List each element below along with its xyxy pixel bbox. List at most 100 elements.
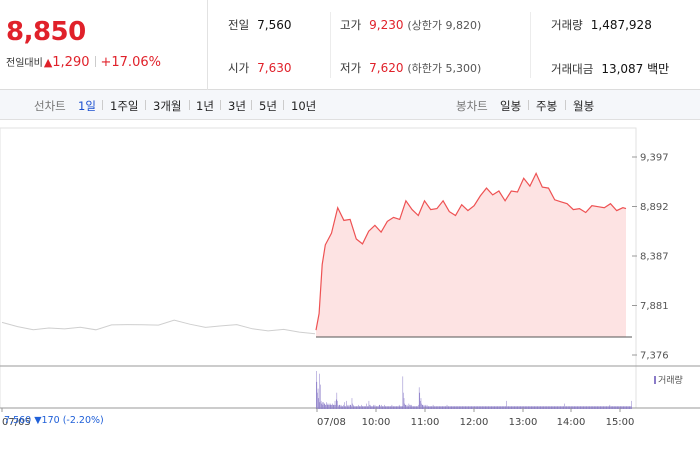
volume-bar (515, 406, 516, 409)
volume-bar (326, 403, 328, 409)
volume-bar (511, 406, 513, 409)
period-3y[interactable]: 3년 (228, 99, 246, 113)
volume-bar (486, 406, 487, 409)
period-3m[interactable]: 3개월 (153, 99, 182, 113)
volume-bar (352, 403, 353, 409)
volume-bar (343, 406, 345, 409)
period-5y[interactable]: 5년 (259, 99, 277, 113)
volume-bar (354, 406, 356, 409)
stat-value: 7,620 (369, 61, 404, 75)
volume-bar (435, 406, 437, 409)
volume-bar (405, 404, 407, 409)
volume-bar (411, 406, 413, 409)
volume-bar (422, 404, 424, 409)
volume-bar (512, 406, 513, 409)
period-1w[interactable]: 1주일 (110, 99, 139, 113)
volume-bar (495, 406, 497, 409)
volume-bar (608, 406, 609, 409)
chart-period-bar: 선차트 1일 1주일 3개월 1년 3년 5년 10년 봉차트 일봉 주봉 월봉 (0, 90, 700, 120)
volume-bar (401, 406, 402, 409)
volume-bar (358, 404, 359, 409)
volume-bar (532, 406, 533, 409)
volume-bars (316, 371, 632, 409)
quote-header: 8,850 전일대비▲1,290 +17.06% 전일 7,560 시가 7,630 … (0, 0, 700, 90)
volume-bar (548, 406, 549, 409)
volume-bar (541, 406, 542, 409)
volume-bar (627, 406, 628, 409)
volume-bar (518, 406, 520, 409)
volume-bar (351, 406, 352, 409)
volume-bar (571, 406, 572, 409)
price-chart[interactable]: 9,397 8,892 8,387 7,881 7,376 07/05 07/08 10:0… (0, 120, 700, 450)
candle-monthly[interactable]: 월봉 (573, 99, 595, 113)
volume-bar (418, 404, 419, 409)
volume-bar (338, 406, 339, 409)
volume-bar (601, 406, 602, 409)
stat-value: 9,230 (369, 18, 404, 32)
volume-bar (503, 406, 505, 409)
volume-bar (530, 406, 532, 409)
volume-bar (623, 406, 625, 409)
volume-bar (612, 406, 613, 409)
volume-bar (542, 406, 543, 409)
divider (145, 100, 146, 110)
period-1d[interactable]: 1일 (78, 99, 96, 113)
volume-bar (533, 406, 535, 409)
volume-bar (584, 406, 586, 409)
volume-bar (590, 406, 591, 409)
volume-bar (495, 406, 496, 409)
volume-bar (470, 406, 471, 409)
volume-bar (415, 406, 416, 409)
volume-bar (612, 406, 614, 409)
volume-bar (572, 406, 574, 409)
volume-bar (587, 406, 589, 409)
volume-bar (621, 406, 623, 409)
volume-bar (607, 406, 608, 409)
volume-bar (470, 406, 472, 409)
volume-bar (351, 398, 353, 409)
volume-bar (595, 406, 596, 409)
volume-bar (595, 406, 597, 409)
volume-bar (419, 392, 421, 409)
volume-bar (490, 406, 491, 409)
volume-bar (563, 406, 565, 409)
volume-bar (561, 406, 562, 409)
volume-bar (589, 406, 591, 409)
volume-bar (601, 406, 603, 409)
volume-bar (467, 406, 468, 409)
candle-chart-label: 봉차트 (456, 99, 488, 113)
candle-daily[interactable]: 일봉 (500, 99, 522, 113)
volume-bar (596, 406, 597, 409)
period-1y[interactable]: 1년 (196, 99, 214, 113)
volume-bar (423, 404, 425, 409)
volume-bar (457, 406, 458, 409)
volume-bar (538, 406, 539, 409)
volume-bar (322, 402, 323, 409)
volume-bar (450, 406, 451, 409)
volume-bar (479, 406, 480, 409)
volume-bar (386, 406, 387, 409)
volume-bar (341, 406, 342, 409)
candle-weekly[interactable]: 주봉 (536, 99, 558, 113)
volume-bar (412, 406, 414, 409)
x-tick-label: 13:00 (509, 417, 538, 428)
volume-bar (357, 406, 358, 409)
volume-bar (380, 406, 382, 409)
volume-bar (362, 406, 363, 409)
volume-bar (360, 406, 362, 409)
volume-bar (521, 406, 523, 409)
volume-bar (444, 406, 445, 409)
volume-bar (627, 406, 629, 409)
volume-bar (333, 404, 335, 409)
period-10y[interactable]: 10년 (291, 99, 317, 113)
volume-bar (406, 406, 407, 409)
volume-bar (394, 406, 395, 409)
volume-bar (581, 406, 582, 409)
volume-bar (436, 406, 437, 409)
volume-bar (619, 406, 620, 409)
volume-bar (565, 406, 566, 409)
volume-bar (618, 406, 620, 409)
volume-bar (605, 406, 606, 409)
volume-bar (498, 406, 500, 409)
volume-bar (630, 406, 632, 409)
